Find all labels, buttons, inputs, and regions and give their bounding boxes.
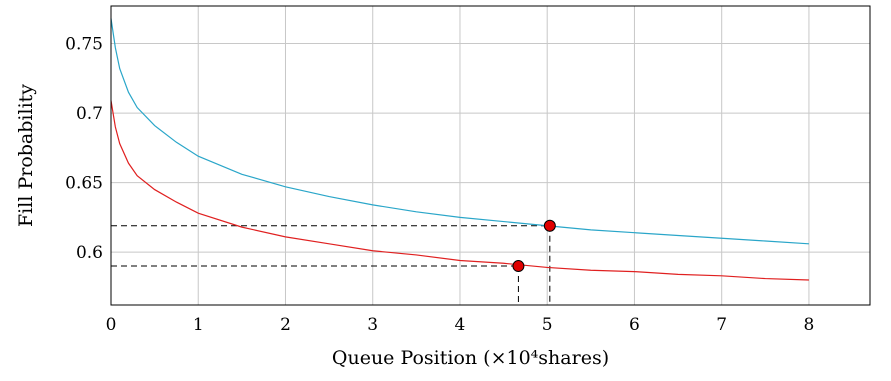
grid [110, 6, 870, 305]
y-tick-label: 0.6 [76, 243, 103, 263]
x-tick-label: 0 [106, 315, 117, 335]
x-tick-label: 2 [280, 315, 291, 335]
plot-frame [110, 5, 871, 306]
series-line-2 [110, 100, 809, 281]
x-tick-label: 8 [804, 315, 815, 335]
x-tick-label: 4 [455, 315, 466, 335]
guide-lines [111, 225, 551, 305]
x-tick-label: 6 [629, 315, 640, 335]
x-tick-label: 5 [542, 315, 553, 335]
highlight-points [512, 219, 556, 273]
y-tick-labels: 0.6 0.65 0.7 0.75 [65, 35, 103, 264]
y-tick-label: 0.7 [76, 104, 103, 124]
series-group [110, 18, 809, 281]
y-axis-label: Fill Probability [15, 84, 37, 227]
x-tick-labels: 0 1 2 3 4 5 6 7 8 [106, 315, 815, 335]
highlight-point-2 [512, 260, 525, 273]
x-tick-label: 7 [716, 315, 727, 335]
series-line-1 [110, 18, 809, 245]
highlight-point-1 [543, 219, 556, 232]
x-tick-label: 1 [193, 315, 204, 335]
y-tick-label: 0.65 [65, 174, 103, 194]
x-axis-label: Queue Position (×10⁴shares) [332, 347, 609, 369]
y-tick-label: 0.75 [65, 35, 103, 55]
x-tick-label: 3 [367, 315, 378, 335]
